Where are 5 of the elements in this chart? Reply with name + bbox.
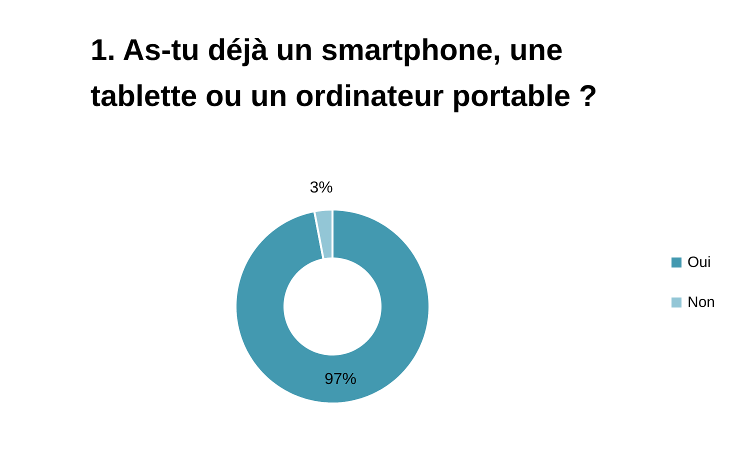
chart-title: 1. As-tu déjà un smartphone, une tablette ou un ordinateur portable ? bbox=[90, 34, 598, 113]
legend-label: Non bbox=[688, 294, 716, 311]
data-label: 97% bbox=[324, 371, 357, 388]
data-label: 3% bbox=[310, 180, 333, 197]
legend-label: Oui bbox=[688, 254, 711, 271]
